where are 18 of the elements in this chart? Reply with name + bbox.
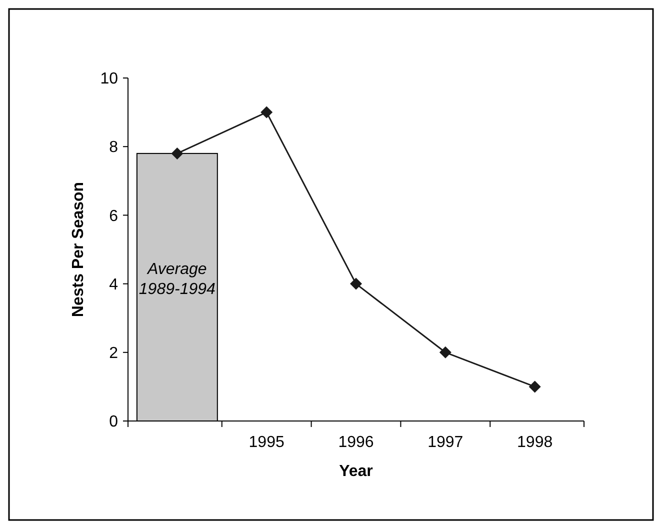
y-tick-label: 6 — [109, 208, 118, 225]
point — [171, 147, 184, 160]
x-tick-label: 1996 — [338, 434, 374, 451]
point — [439, 346, 452, 358]
point — [350, 278, 362, 290]
x-tick-label: 1998 — [517, 434, 553, 451]
x-tick-label: 1995 — [248, 434, 284, 451]
y-tick-label: 4 — [109, 276, 118, 294]
annotation: Average 1989-1994 — [138, 260, 216, 298]
point — [260, 106, 273, 118]
x-tick-label: 1997 — [428, 434, 464, 451]
y-tick-label: 10 — [100, 70, 118, 88]
point — [528, 380, 541, 393]
y-axis-title: Nests Per Season — [70, 182, 87, 318]
y-tick-label: 0 — [109, 414, 118, 431]
y-tick-label: 8 — [109, 139, 118, 156]
y-tick-label: 2 — [109, 345, 118, 362]
x-axis-title: Year — [339, 463, 373, 480]
